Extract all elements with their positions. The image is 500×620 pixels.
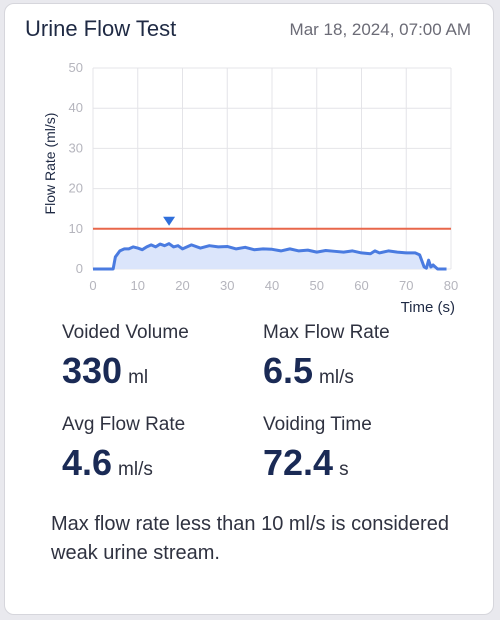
voiding-time-number: 72.4 <box>263 442 334 483</box>
urine-flow-card: Urine Flow Test Mar 18, 2024, 07:00 AM 0… <box>4 3 494 615</box>
y-tick-label: 20 <box>69 181 83 196</box>
weak-stream-note: Max flow rate less than 10 ml/s is consi… <box>51 513 449 564</box>
card-title: Urine Flow Test <box>25 16 177 41</box>
voiding-time-unit: s <box>339 459 349 480</box>
y-tick-label: 10 <box>69 221 83 236</box>
avg-flow-rate-number: 4.6 <box>62 442 113 483</box>
voided-volume-number: 330 <box>62 350 123 391</box>
voided-volume-value: 330 ml <box>62 350 148 392</box>
max-flow-rate-value: 6.5 ml/s <box>263 350 354 392</box>
y-axis-label: Flow Rate (ml/s) <box>42 113 58 215</box>
x-tick-label: 20 <box>175 278 189 293</box>
x-tick-label: 60 <box>354 278 368 293</box>
avg-flow-rate-label: Avg Flow Rate <box>62 414 186 435</box>
max-flow-rate-label: Max Flow Rate <box>263 322 390 343</box>
x-axis-label: Time (s) <box>401 299 455 316</box>
x-tick-label: 0 <box>89 278 96 293</box>
x-tick-label: 70 <box>399 278 413 293</box>
voiding-time-value: 72.4 s <box>263 442 349 484</box>
voided-volume-unit: ml <box>128 367 149 388</box>
y-tick-label: 50 <box>69 60 83 75</box>
x-tick-label: 40 <box>265 278 279 293</box>
voided-volume-label: Voided Volume <box>62 322 189 343</box>
test-datetime: Mar 18, 2024, 07:00 AM <box>289 20 471 39</box>
max-flow-rate-number: 6.5 <box>263 350 314 391</box>
y-tick-label: 0 <box>76 261 83 276</box>
x-tick-label: 50 <box>310 278 324 293</box>
max-flow-rate-unit: ml/s <box>319 367 354 388</box>
x-tick-label: 10 <box>131 278 145 293</box>
y-tick-label: 30 <box>69 140 83 155</box>
flow-area <box>93 243 447 269</box>
peak-marker-icon <box>163 216 176 226</box>
avg-flow-rate-unit: ml/s <box>118 459 153 480</box>
avg-flow-rate-value: 4.6 ml/s <box>62 442 153 484</box>
x-tick-label: 80 <box>444 278 458 293</box>
flow-series-line <box>93 242 447 271</box>
voiding-time-label: Voiding Time <box>263 414 372 435</box>
x-tick-label: 30 <box>220 278 234 293</box>
y-tick-label: 40 <box>69 100 83 115</box>
flow-chart: 0 10 20 30 40 50 60 70 80 0 10 20 30 40 50 Time (s) Flow… <box>42 60 458 316</box>
